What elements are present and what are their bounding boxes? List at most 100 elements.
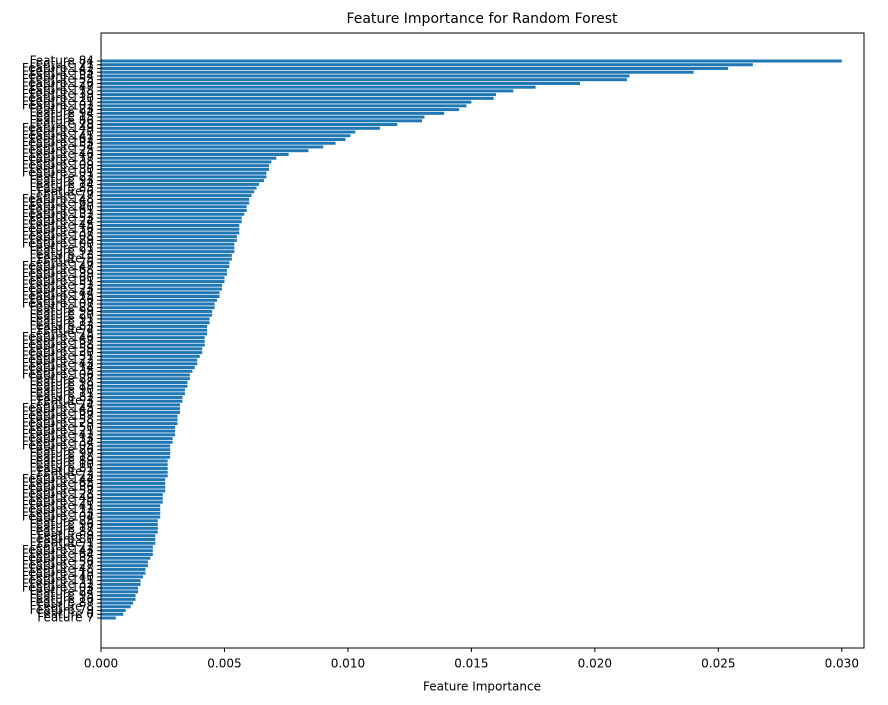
- y-tick-label: Feature 50: [30, 420, 94, 434]
- y-tick-label: Feature 42: [30, 427, 94, 441]
- y-tick-label: Feature 107: [22, 296, 94, 310]
- bar: [101, 74, 630, 78]
- y-tick-label: Feature 63: [30, 65, 94, 79]
- bar: [101, 175, 267, 179]
- y-tick-label: Feature 134: [22, 68, 94, 82]
- bar: [101, 126, 381, 130]
- y-tick-label: Feature 16: [30, 592, 94, 606]
- y-tick-label: Feature 20: [30, 308, 94, 322]
- bar: [101, 567, 146, 571]
- bar: [101, 63, 753, 67]
- y-tick-label: Feature 85: [30, 181, 94, 195]
- y-tick-label: Feature 4: [37, 323, 94, 337]
- bar: [101, 238, 237, 242]
- bar: [101, 81, 581, 85]
- bar: [101, 66, 729, 70]
- bar: [101, 108, 460, 112]
- bar: [101, 194, 252, 198]
- bar: [101, 171, 267, 175]
- plot-frame: [100, 32, 865, 649]
- bar: [101, 377, 190, 381]
- bar: [101, 295, 220, 299]
- chart-title: Feature Importance for Random Forest: [346, 11, 618, 27]
- y-tick-label: Feature 142: [22, 61, 94, 75]
- y-tick-label: Feature 122: [22, 353, 94, 367]
- bar: [101, 152, 289, 156]
- bar: [101, 508, 161, 512]
- bar: [101, 93, 497, 97]
- y-tick-label: Feature 106: [22, 368, 94, 382]
- bar: [101, 395, 183, 399]
- bar: [101, 466, 168, 470]
- bar: [101, 463, 168, 467]
- y-tick-label: Feature 51: [30, 349, 94, 363]
- bar: [101, 429, 176, 433]
- bar: [101, 179, 264, 183]
- y-tick-label: Feature 102: [22, 98, 94, 112]
- y-tick-label: Feature 67: [30, 334, 94, 348]
- y-tick-label: Feature 38: [30, 154, 94, 168]
- bar: [101, 594, 136, 598]
- bar: [101, 272, 227, 276]
- y-tick-label: Feature 82: [30, 390, 94, 404]
- y-tick-label: Feature 15: [30, 110, 94, 124]
- bar: [101, 571, 146, 575]
- y-tick-label: Feature 77: [30, 188, 94, 202]
- y-tick-label: Feature 19: [30, 379, 94, 393]
- y-tick-label: Feature 110: [22, 91, 94, 105]
- y-tick-label: Feature 26: [30, 442, 94, 456]
- bar: [101, 534, 156, 538]
- y-tick-label: Feature 139: [22, 267, 94, 281]
- bar: [101, 287, 222, 291]
- bar: [101, 489, 166, 493]
- y-tick-label: Feature 149: [22, 121, 94, 135]
- bar: [101, 156, 277, 160]
- bar: [101, 328, 208, 332]
- bar: [101, 448, 171, 452]
- y-tick-label: Feature 49: [30, 491, 94, 505]
- bar: [101, 306, 215, 310]
- y-tick-label: Feature 90: [30, 382, 94, 396]
- bar: [101, 433, 176, 437]
- y-tick-label: Feature 62: [30, 132, 94, 146]
- bar: [101, 280, 225, 284]
- bar: [101, 220, 242, 224]
- y-tick-label: Feature 144: [22, 472, 94, 486]
- y-tick-label: Feature 97: [30, 446, 94, 460]
- bar: [101, 504, 161, 508]
- bar: [101, 452, 171, 456]
- bar: [101, 560, 148, 564]
- bar: [101, 141, 336, 145]
- y-tick-label: Feature 71: [30, 57, 94, 71]
- y-tick-label: Feature 7: [37, 611, 94, 625]
- bar: [101, 493, 163, 497]
- y-tick-label: Feature 117: [22, 151, 94, 165]
- bar: [101, 459, 168, 463]
- bar: [101, 313, 213, 317]
- bar: [101, 100, 472, 104]
- bar: [101, 388, 185, 392]
- y-tick-label: Feature 103: [22, 581, 94, 595]
- bar: [101, 538, 156, 541]
- bar: [101, 298, 218, 302]
- y-tick-label: Feature 99: [30, 304, 94, 318]
- y-tick-label: Feature 47: [30, 80, 94, 94]
- y-tick-label: Feature 147: [22, 259, 94, 273]
- bar: [101, 369, 193, 373]
- y-tick-label: Feature 128: [22, 487, 94, 501]
- bar: [101, 549, 153, 553]
- bar: [101, 70, 694, 74]
- bar: [101, 478, 166, 482]
- y-tick-label: Feature 2: [37, 465, 94, 479]
- y-tick-label: Feature 83: [30, 319, 94, 333]
- y-tick-label: Feature 93: [30, 173, 94, 187]
- bar: [101, 205, 247, 209]
- bar: [101, 324, 208, 328]
- bar: [101, 384, 188, 388]
- bar: [101, 89, 514, 93]
- bar: [101, 119, 423, 123]
- y-tick-label: Feature 34: [30, 435, 94, 449]
- bar: [101, 250, 235, 254]
- bar: [101, 519, 158, 523]
